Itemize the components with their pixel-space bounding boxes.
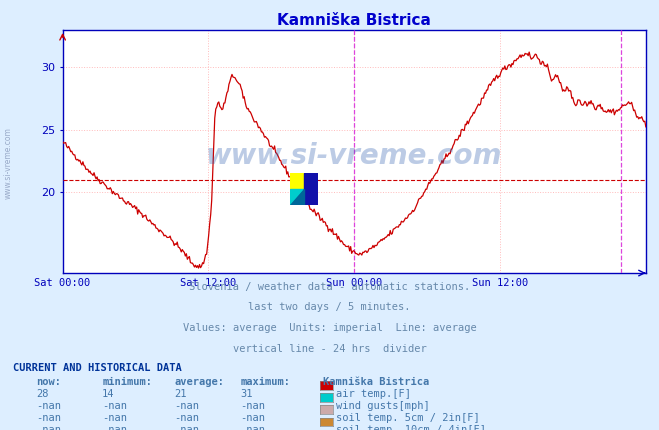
Polygon shape	[290, 189, 304, 205]
Text: 21: 21	[175, 389, 187, 399]
Text: CURRENT AND HISTORICAL DATA: CURRENT AND HISTORICAL DATA	[13, 363, 182, 373]
Text: -nan: -nan	[175, 401, 200, 411]
Text: -nan: -nan	[241, 413, 266, 423]
Text: -nan: -nan	[36, 413, 61, 423]
Text: now:: now:	[36, 377, 61, 387]
Text: soil temp. 5cm / 2in[F]: soil temp. 5cm / 2in[F]	[336, 413, 480, 423]
Text: -nan: -nan	[241, 401, 266, 411]
Text: -nan: -nan	[102, 425, 127, 430]
Text: -nan: -nan	[36, 401, 61, 411]
Text: -nan: -nan	[102, 413, 127, 423]
Text: 28: 28	[36, 389, 49, 399]
Bar	[304, 173, 318, 205]
Text: Slovenia / weather data - automatic stations.: Slovenia / weather data - automatic stat…	[189, 282, 470, 292]
Text: vertical line - 24 hrs  divider: vertical line - 24 hrs divider	[233, 344, 426, 353]
Text: last two days / 5 minutes.: last two days / 5 minutes.	[248, 302, 411, 312]
Text: Values: average  Units: imperial  Line: average: Values: average Units: imperial Line: av…	[183, 323, 476, 333]
Text: 31: 31	[241, 389, 253, 399]
Text: air temp.[F]: air temp.[F]	[336, 389, 411, 399]
Text: www.si-vreme.com: www.si-vreme.com	[206, 142, 502, 170]
Text: -nan: -nan	[241, 425, 266, 430]
Text: -nan: -nan	[102, 401, 127, 411]
Text: -nan: -nan	[36, 425, 61, 430]
Text: minimum:: minimum:	[102, 377, 152, 387]
Text: 14: 14	[102, 389, 115, 399]
Text: -nan: -nan	[175, 425, 200, 430]
Text: wind gusts[mph]: wind gusts[mph]	[336, 401, 430, 411]
Text: soil temp. 10cm / 4in[F]: soil temp. 10cm / 4in[F]	[336, 425, 486, 430]
Text: www.si-vreme.com: www.si-vreme.com	[3, 127, 13, 200]
Title: Kamniška Bistrica: Kamniška Bistrica	[277, 12, 431, 28]
Text: average:: average:	[175, 377, 225, 387]
Text: Kamniška Bistrica: Kamniška Bistrica	[323, 377, 429, 387]
Text: -nan: -nan	[175, 413, 200, 423]
Bar	[290, 189, 304, 205]
Text: maximum:: maximum:	[241, 377, 291, 387]
Bar	[290, 173, 304, 189]
